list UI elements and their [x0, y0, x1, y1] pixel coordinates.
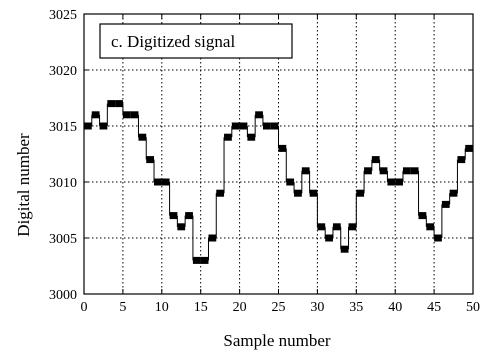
grid: [84, 14, 473, 294]
x-tick-label: 10: [155, 300, 169, 315]
x-tick-label: 15: [194, 300, 208, 315]
sample-step: [294, 189, 302, 197]
sample-step: [356, 189, 365, 197]
sample-step: [278, 144, 287, 152]
sample-step: [434, 234, 442, 242]
sample-step: [185, 212, 193, 220]
sample-step: [325, 234, 333, 242]
sample-step: [371, 156, 380, 164]
sample-step: [270, 122, 279, 130]
sample-step: [441, 200, 450, 208]
sample-step: [224, 133, 232, 141]
sample-step: [379, 167, 388, 175]
sample-step: [465, 144, 473, 152]
sample-step: [91, 111, 100, 119]
sample-step: [138, 133, 147, 141]
sample-step: [286, 178, 295, 186]
sample-step: [340, 245, 349, 253]
sample-step: [247, 133, 256, 141]
sample-step: [208, 234, 217, 242]
signal-steps: [84, 100, 473, 264]
x-axis-title: Sample number: [223, 331, 331, 350]
sample-step: [457, 156, 466, 164]
sample-step: [169, 212, 178, 220]
sample-step: [146, 156, 155, 164]
sample-step: [449, 189, 458, 197]
x-tick-label: 20: [233, 300, 247, 315]
sample-step: [200, 256, 209, 264]
sample-step: [115, 100, 123, 108]
sample-step: [216, 189, 225, 197]
sample-step: [231, 122, 240, 130]
sample-step: [107, 100, 116, 108]
y-tick-label: 3005: [49, 232, 77, 247]
x-tick-label: 50: [466, 300, 480, 315]
sample-step: [309, 189, 318, 197]
x-tick-label: 25: [272, 300, 286, 315]
sample-step: [192, 256, 201, 264]
x-tick-label: 30: [310, 300, 324, 315]
sample-step: [348, 223, 357, 231]
x-tick-label: 35: [349, 300, 363, 315]
sample-step: [426, 223, 435, 231]
sample-step: [387, 178, 396, 186]
sample-step: [332, 223, 341, 231]
y-tick-label: 3010: [49, 176, 77, 191]
sample-step: [418, 212, 427, 220]
x-tick-label: 45: [427, 300, 441, 315]
sample-step: [99, 122, 108, 130]
sample-step: [402, 167, 411, 175]
sample-step: [154, 178, 162, 186]
sample-step: [301, 167, 310, 175]
tick-labels: 0 5 10 15 20 25 30 35 40 45 50 3000 3005 3010 3015 3020…: [49, 8, 480, 315]
ticks: [83, 13, 474, 295]
chart-title-box: c. Digitized signal: [99, 23, 293, 59]
y-tick-label: 3000: [49, 288, 77, 303]
y-tick-label: 3015: [49, 120, 77, 135]
y-tick-label: 3020: [49, 64, 77, 79]
sample-step: [239, 122, 248, 130]
sample-step: [122, 111, 131, 119]
y-tick-label: 3025: [49, 8, 77, 23]
sample-step: [177, 223, 186, 231]
y-axis-title: Digital number: [14, 133, 33, 237]
chart-title: c. Digitized signal: [111, 32, 235, 51]
sample-step: [130, 111, 139, 119]
chart-title-frame: [99, 23, 293, 59]
x-tick-label: 5: [119, 300, 126, 315]
sample-step: [410, 167, 419, 175]
sample-step: [161, 178, 170, 186]
x-tick-label: 40: [388, 300, 402, 315]
sample-step: [395, 178, 403, 186]
sample-step: [317, 223, 326, 231]
sample-step: [262, 122, 271, 130]
sample-step: [255, 111, 263, 119]
sample-step: [364, 167, 372, 175]
x-tick-label: 0: [81, 300, 88, 315]
